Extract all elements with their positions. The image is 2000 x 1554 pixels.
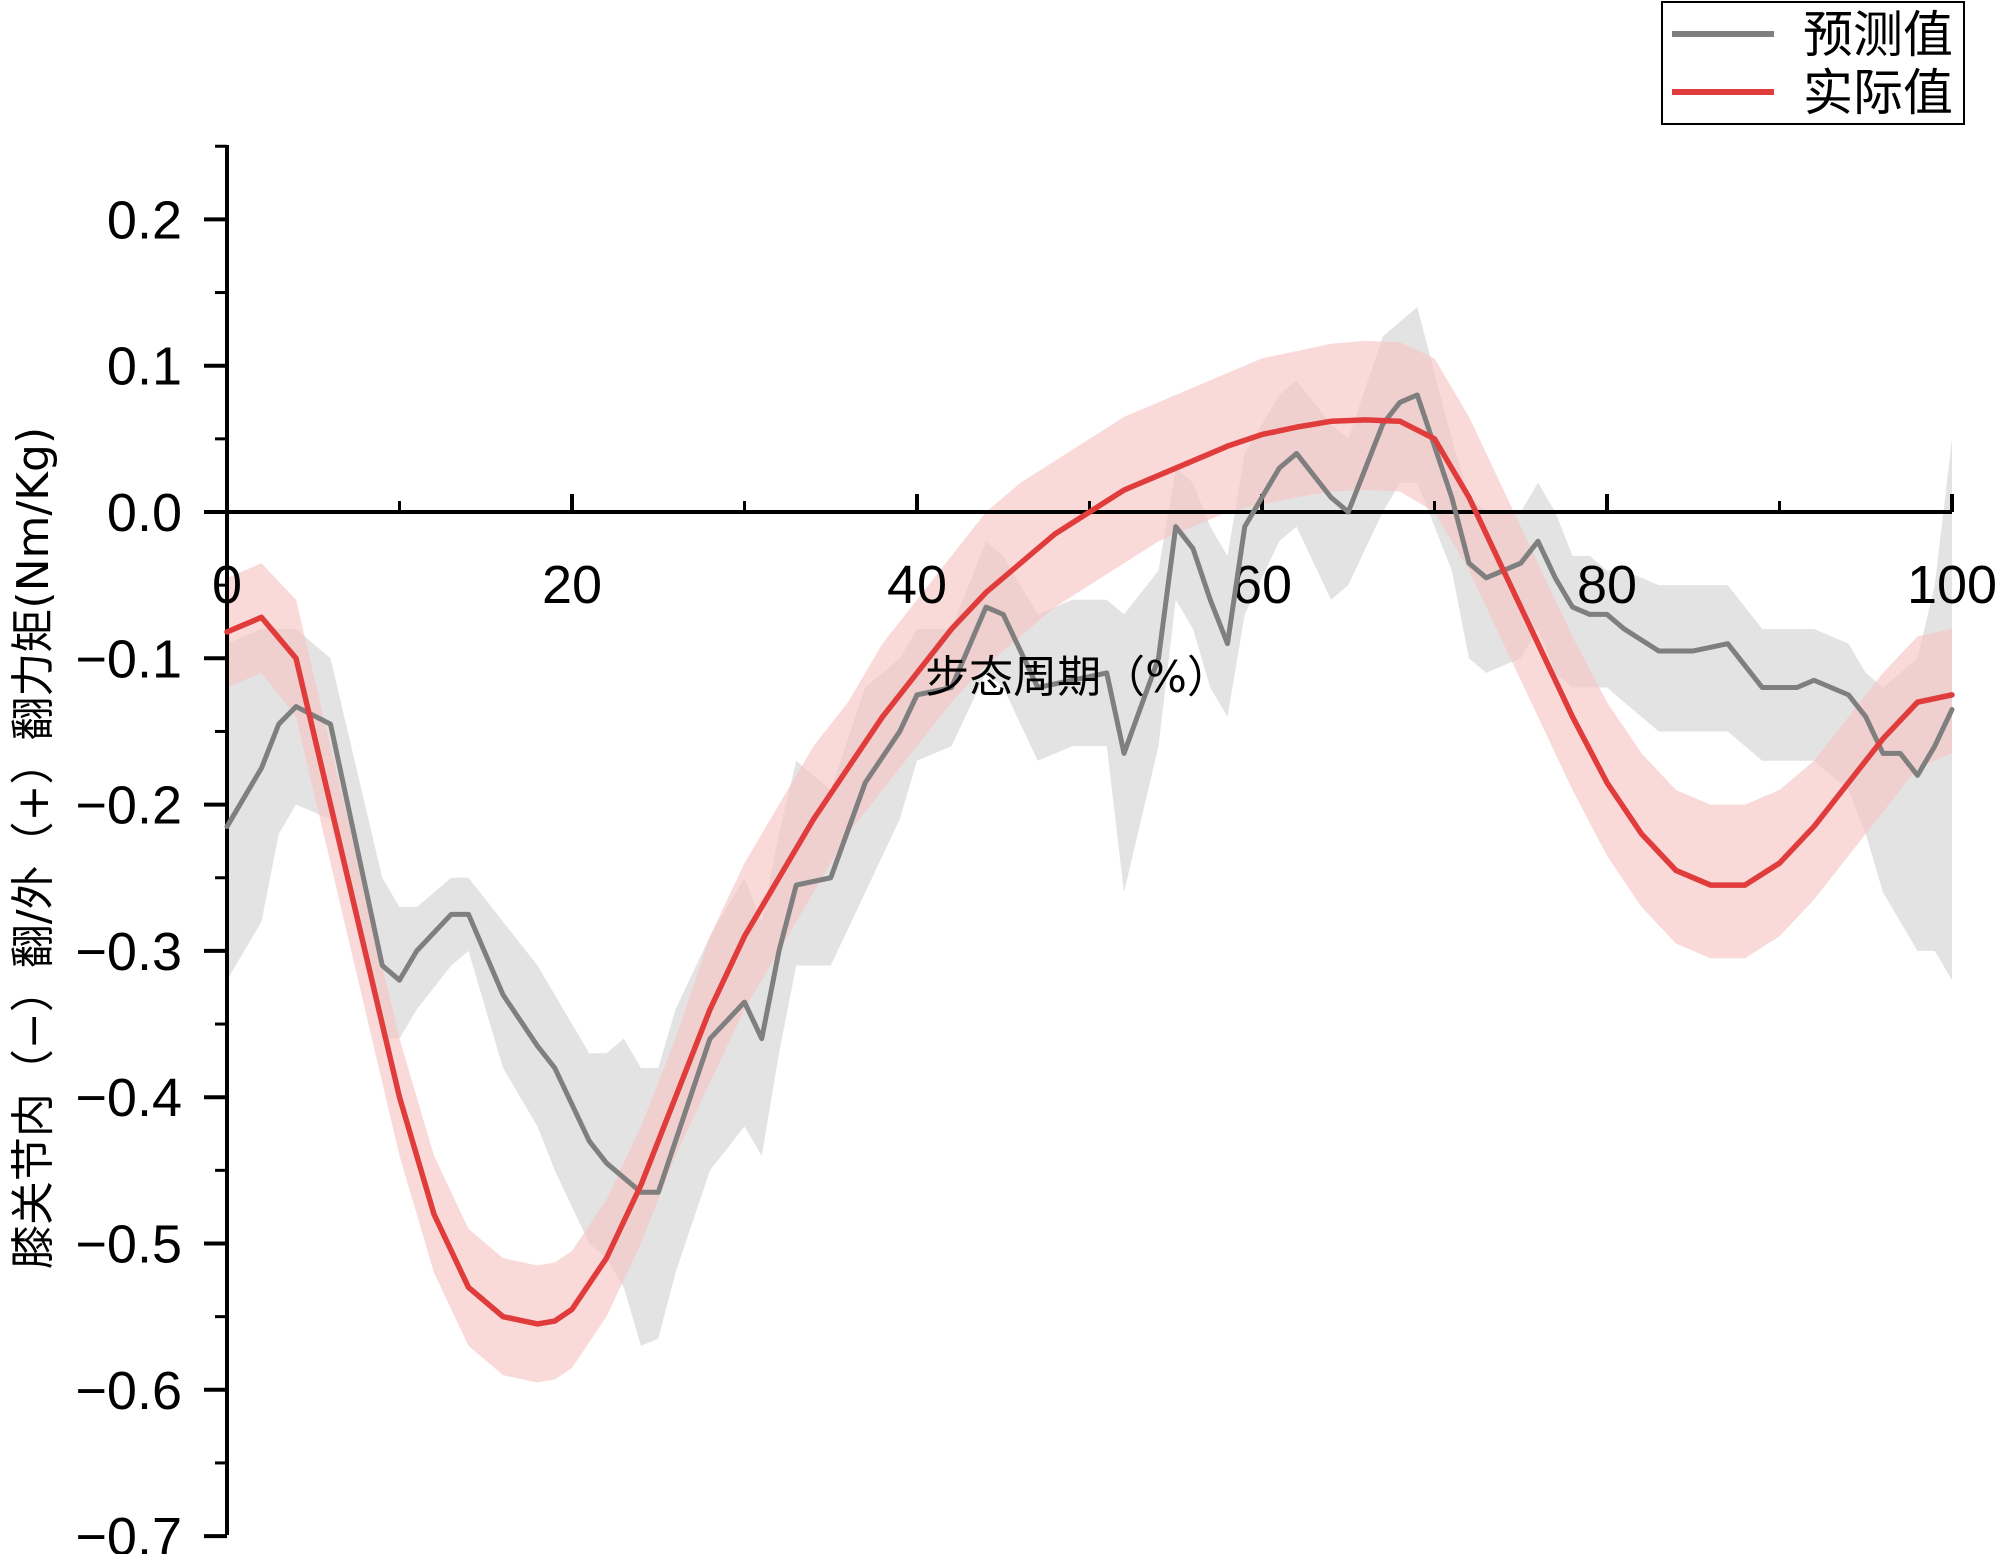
x-tick-label: 60: [1232, 555, 1292, 615]
confidence-bands: [227, 307, 1952, 1383]
y-tick-label: −0.5: [75, 1215, 182, 1275]
y-tick-label: −0.3: [75, 922, 182, 982]
y-tick-label: 0.2: [107, 190, 182, 250]
y-tick-label: −0.7: [75, 1507, 182, 1554]
x-tick-label: 40: [887, 555, 947, 615]
y-tick-label: −0.4: [75, 1068, 182, 1128]
y-tick-label: 0.1: [107, 337, 182, 397]
series-lines: [224, 392, 1955, 1327]
x-axis-title: 步态周期（%）: [925, 652, 1231, 703]
x-tick-label: 80: [1577, 555, 1637, 615]
x-tick-label: 100: [1907, 555, 1997, 615]
confidence-band-actual: [227, 340, 1952, 1383]
y-axis-title: 膝关节内（−）翻/外（+）翻力矩(Nm/Kg): [8, 427, 59, 1269]
y-tick-label: −0.6: [75, 1361, 182, 1421]
y-tick-label: 0.0: [107, 483, 182, 543]
x-tick-label: 0: [212, 555, 242, 615]
y-tick-label: −0.2: [75, 776, 182, 836]
x-tick-label: 20: [542, 555, 602, 615]
legend-label-predicted: 预测值: [1803, 6, 1953, 64]
ticks: 0.2 0.1 0.0 −0.1 −0.2 −0.3 −0.4 −0.5 −0.6 −0.7 0 20…: [75, 144, 1997, 1554]
legend-label-actual: 实际值: [1803, 64, 1953, 122]
series-line-actual: [224, 417, 1955, 1327]
series-line-predicted: [224, 392, 1955, 1195]
legend-box: [1661, 1, 1965, 125]
y-tick-label: −0.1: [75, 629, 182, 689]
legend: 预测值 实际值: [1661, 1, 1965, 125]
